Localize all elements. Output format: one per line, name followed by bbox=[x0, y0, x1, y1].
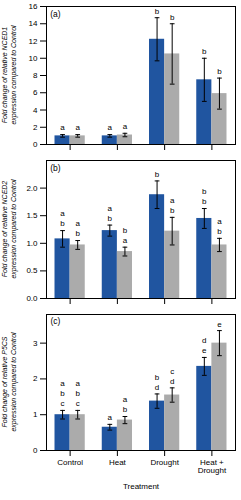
svg-text:b: b bbox=[202, 187, 207, 196]
svg-text:b: b bbox=[75, 389, 80, 398]
svg-text:a: a bbox=[75, 123, 80, 132]
svg-text:(a): (a) bbox=[50, 9, 61, 19]
svg-text:a: a bbox=[123, 236, 128, 245]
svg-text:Heat +Drought: Heat +Drought bbox=[198, 458, 227, 475]
svg-text:2: 2 bbox=[33, 123, 38, 132]
svg-text:3: 3 bbox=[33, 339, 38, 348]
svg-text:c: c bbox=[61, 399, 65, 408]
svg-text:e: e bbox=[217, 320, 222, 329]
svg-text:b: b bbox=[108, 214, 113, 223]
svg-text:0.5: 0.5 bbox=[26, 266, 38, 275]
svg-text:b: b bbox=[202, 47, 207, 56]
svg-text:b: b bbox=[75, 229, 80, 238]
svg-text:a: a bbox=[170, 196, 175, 205]
svg-text:a: a bbox=[123, 395, 128, 404]
svg-text:Fold change of relative NCED1e: Fold change of relative NCED1expression … bbox=[1, 25, 18, 125]
svg-text:b: b bbox=[155, 7, 160, 16]
svg-text:Fold change of relative P5CSex: Fold change of relative P5CSexpression c… bbox=[1, 332, 18, 432]
svg-text:8: 8 bbox=[33, 71, 38, 80]
svg-text:b: b bbox=[170, 206, 175, 215]
svg-text:Drought: Drought bbox=[150, 458, 179, 467]
svg-text:12: 12 bbox=[29, 37, 38, 46]
svg-text:c: c bbox=[76, 399, 80, 408]
svg-text:e: e bbox=[202, 346, 207, 355]
svg-text:Treatment: Treatment bbox=[123, 482, 160, 491]
svg-text:0: 0 bbox=[33, 140, 38, 149]
svg-text:4: 4 bbox=[33, 106, 38, 115]
svg-text:Heat: Heat bbox=[109, 458, 127, 467]
svg-text:a: a bbox=[60, 123, 65, 132]
svg-text:b: b bbox=[155, 170, 160, 179]
svg-text:a: a bbox=[75, 219, 80, 228]
svg-text:c: c bbox=[170, 367, 174, 376]
svg-text:b: b bbox=[217, 67, 222, 76]
svg-text:Control: Control bbox=[57, 458, 83, 467]
svg-text:b: b bbox=[155, 373, 160, 382]
svg-text:Fold change of relative NCED2e: Fold change of relative NCED2expression … bbox=[1, 179, 18, 279]
svg-text:d: d bbox=[202, 336, 206, 345]
svg-text:a: a bbox=[108, 413, 113, 422]
svg-text:d: d bbox=[155, 383, 159, 392]
svg-text:b: b bbox=[123, 405, 128, 414]
svg-text:0: 0 bbox=[33, 446, 38, 455]
svg-text:6: 6 bbox=[33, 88, 38, 97]
svg-text:b: b bbox=[60, 389, 65, 398]
svg-text:a: a bbox=[60, 209, 65, 218]
svg-text:a: a bbox=[217, 217, 222, 226]
svg-text:(b): (b) bbox=[50, 163, 61, 173]
svg-text:b: b bbox=[60, 219, 65, 228]
svg-text:0.0: 0.0 bbox=[26, 294, 38, 303]
svg-text:d: d bbox=[170, 377, 174, 386]
svg-text:a: a bbox=[123, 122, 128, 131]
svg-text:1: 1 bbox=[33, 410, 38, 419]
svg-text:2: 2 bbox=[33, 374, 38, 383]
svg-text:1.5: 1.5 bbox=[26, 211, 38, 220]
svg-text:a: a bbox=[108, 204, 113, 213]
svg-text:a: a bbox=[108, 123, 113, 132]
svg-text:2.0: 2.0 bbox=[26, 184, 38, 193]
svg-text:1.0: 1.0 bbox=[26, 239, 38, 248]
svg-text:16: 16 bbox=[29, 2, 38, 11]
svg-text:14: 14 bbox=[29, 19, 38, 28]
svg-text:a: a bbox=[75, 379, 80, 388]
svg-text:(c): (c) bbox=[50, 316, 60, 326]
svg-text:a: a bbox=[60, 379, 65, 388]
svg-text:10: 10 bbox=[29, 54, 38, 63]
svg-text:b: b bbox=[170, 13, 175, 22]
svg-text:b: b bbox=[123, 226, 128, 235]
svg-text:b: b bbox=[217, 227, 222, 236]
svg-text:b: b bbox=[202, 197, 207, 206]
